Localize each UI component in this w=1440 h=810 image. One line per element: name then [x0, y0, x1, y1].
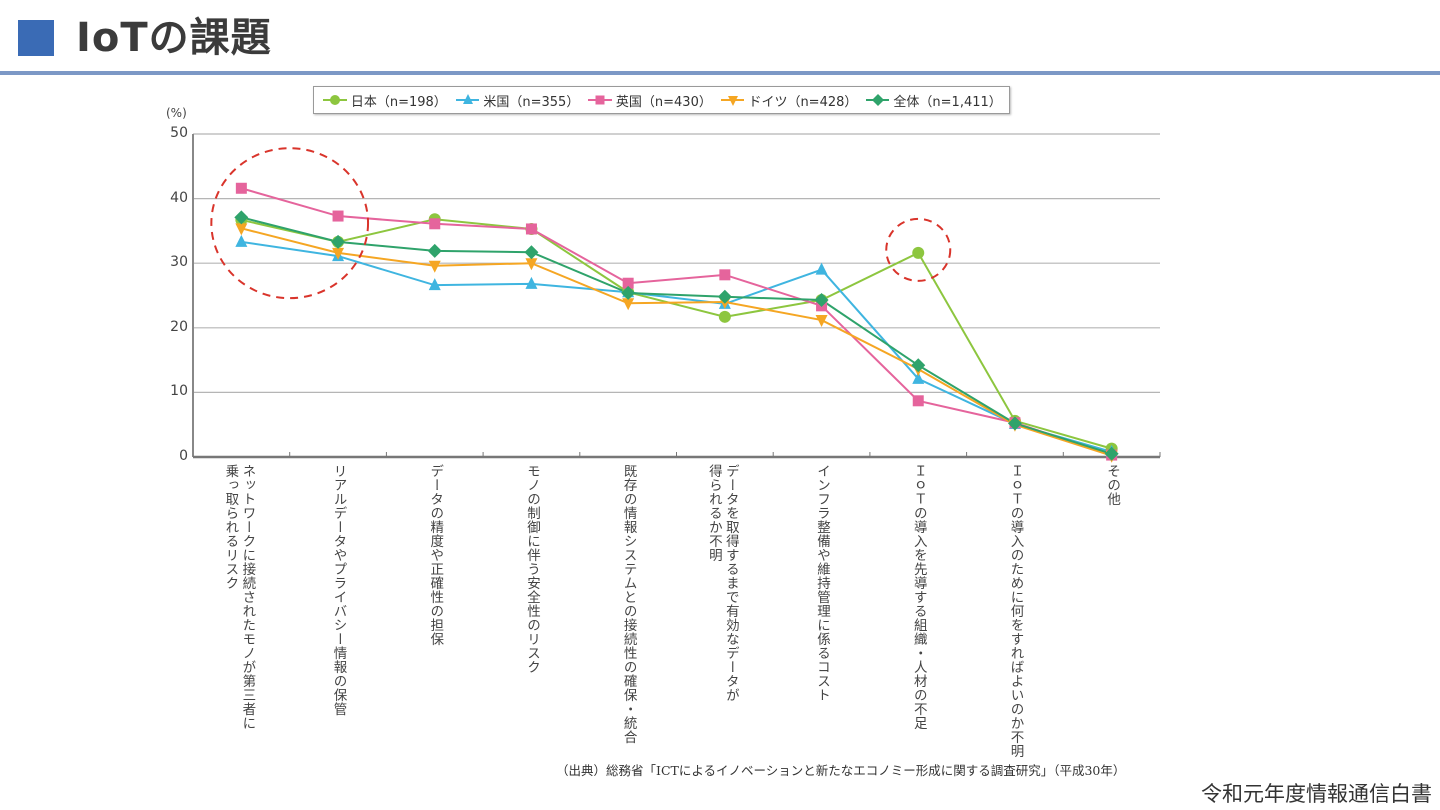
series-line-1: [241, 240, 1112, 453]
legend-label: 全体（n=1,411）: [893, 94, 1002, 110]
marker-triangle-down: [428, 260, 441, 273]
source-note: （出典）総務省「ICTによるイノベーションと新たなエコノミー形成に関する調査研究…: [556, 763, 1126, 778]
marker-circle: [718, 310, 731, 323]
marker-triangle-up: [235, 234, 248, 247]
axes: [192, 134, 1161, 459]
y-tick-label: 0: [179, 448, 188, 464]
marker-diamond: [524, 245, 539, 260]
marker-diamond: [717, 289, 732, 304]
series-lines: [241, 187, 1112, 457]
legend-item: 全体（n=1,411）: [865, 91, 1002, 110]
marker-square: [429, 218, 441, 230]
y-tick-label: 40: [170, 189, 188, 206]
marker-diamond: [871, 94, 884, 106]
x-tick-label: データの精度や正確性の担保: [427, 464, 444, 646]
legend-label: 米国（n=355）: [483, 94, 580, 110]
marker-diamond: [621, 285, 636, 300]
x-tick-label: インフラ整備や維持管理に係るコスト: [814, 464, 831, 702]
legend-circle-icon: [323, 95, 347, 105]
marker-square: [525, 223, 537, 235]
marker-diamond: [814, 293, 829, 308]
marker-square: [595, 95, 605, 105]
y-tick-label: 50: [170, 125, 188, 141]
x-tick-label: データを取得するまで有効なデータが 得られるか不明: [705, 464, 739, 702]
x-tick-label: ネットワークに接続されたモノが第三者に 乗っ取られるリスク: [222, 464, 256, 730]
marker-triangle-down: [235, 223, 248, 236]
header-divider: [0, 71, 1440, 75]
title-square-icon: [18, 20, 54, 56]
series-line-2: [241, 187, 1112, 457]
highlight-circle: [210, 147, 370, 300]
legend-item: 米国（n=355）: [455, 91, 580, 110]
marker-square: [622, 277, 634, 289]
series-line-4: [241, 216, 1112, 455]
highlight-circle: [885, 217, 952, 282]
marker-square: [912, 395, 924, 407]
marker-triangle-down: [332, 247, 345, 260]
legend-triangle-down-icon: [720, 96, 745, 106]
marker-diamond: [1104, 446, 1119, 461]
marker-diamond: [234, 210, 249, 225]
marker-diamond: [427, 243, 442, 258]
marker-triangle-down: [622, 298, 635, 311]
marker-diamond: [1007, 416, 1022, 431]
marker-diamond: [331, 234, 346, 249]
legend-label: ドイツ（n=428）: [748, 94, 858, 110]
x-tick-label: ＩｏＴの導入のために何をすればよいのか不明: [1007, 464, 1024, 758]
legend-label: 日本（n=198）: [350, 94, 447, 110]
legend-diamond-icon: [865, 94, 890, 106]
marker-triangle-down: [525, 258, 538, 271]
marker-triangle-up: [462, 94, 473, 104]
x-tick-label: 既存の情報システムとの接続性の確保・統合: [620, 464, 637, 744]
legend-item: ドイツ（n=428）: [720, 91, 858, 110]
header: IoTの課題: [0, 0, 1440, 76]
legend: 日本（n=198） 米国（n=355） 英国（n=430） ドイツ（n=428） 全体（…: [313, 86, 1010, 114]
legend-label: 英国（n=430）: [615, 94, 712, 110]
marker-triangle-down: [727, 96, 738, 106]
y-tick-label: 30: [170, 254, 188, 271]
marker-triangle-down: [815, 315, 828, 328]
legend-item: 日本（n=198）: [322, 91, 447, 110]
legend-triangle-up-icon: [455, 94, 480, 104]
marker-triangle-up: [525, 276, 538, 289]
y-tick-label: 10: [170, 383, 188, 400]
series-markers: [234, 182, 1119, 463]
marker-square: [235, 182, 247, 194]
y-axis-unit: (%): [166, 106, 187, 120]
marker-diamond: [911, 358, 926, 373]
marker-circle: [912, 246, 925, 259]
legend-square-icon: [588, 95, 612, 105]
gridlines: [193, 133, 1160, 393]
annotations: [210, 147, 952, 300]
series-line-3: [241, 227, 1112, 457]
x-tick-label: リアルデータやプライバシー情報の保管: [330, 464, 347, 716]
marker-triangle-up: [912, 371, 925, 384]
marker-circle: [330, 95, 340, 105]
marker-square: [719, 269, 731, 281]
marker-triangle-up: [815, 262, 828, 275]
x-tick-label: その他: [1104, 464, 1121, 506]
page-title: IoTの課題: [76, 15, 272, 61]
x-tick-label: モノの制御に伴う安全性のリスク: [523, 464, 540, 674]
x-tick-label: ＩｏＴの導入を先導する組織・人材の不足: [910, 464, 927, 730]
marker-triangle-up: [428, 278, 441, 291]
marker-square: [332, 210, 344, 222]
y-tick-label: 20: [170, 318, 188, 335]
legend-item: 英国（n=430）: [587, 91, 712, 110]
series-line-0: [241, 218, 1112, 450]
publication-name: 令和元年度情報通信白書: [1201, 782, 1432, 806]
